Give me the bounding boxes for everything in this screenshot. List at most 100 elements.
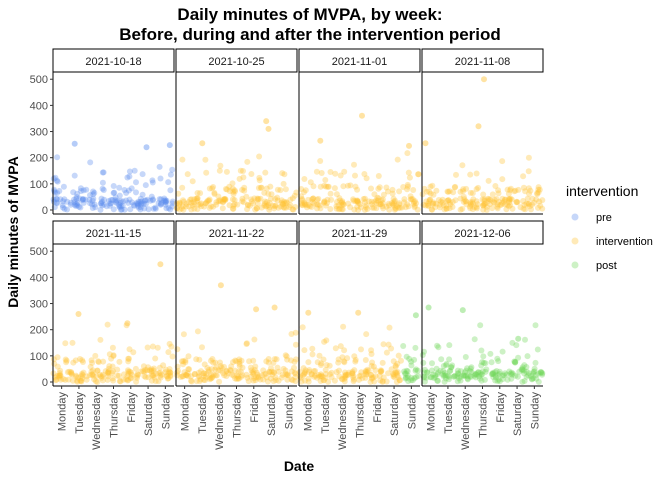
data-point — [400, 343, 407, 349]
data-point — [426, 198, 433, 205]
data-point — [511, 358, 518, 365]
data-point — [124, 373, 131, 379]
data-point — [442, 375, 449, 382]
data-point — [183, 372, 190, 379]
x-tick-label: Tuesday — [74, 392, 86, 434]
data-point — [240, 174, 247, 181]
data-point — [390, 371, 397, 378]
data-point — [352, 172, 358, 179]
data-point — [56, 374, 63, 381]
data-point — [373, 197, 380, 204]
data-point — [487, 196, 494, 203]
data-point — [239, 364, 246, 371]
data-point — [293, 189, 300, 196]
data-point — [130, 202, 137, 208]
data-point — [173, 200, 180, 207]
data-point — [320, 377, 327, 384]
data-point — [110, 353, 117, 359]
data-point — [281, 171, 288, 178]
data-point — [310, 183, 317, 190]
y-axis-label: Daily minutes of MVPA — [5, 156, 21, 307]
data-point — [443, 202, 450, 209]
data-point — [475, 184, 482, 191]
legend-key-intervention — [571, 237, 579, 245]
data-point — [257, 195, 264, 202]
data-point — [462, 354, 469, 360]
data-point — [167, 206, 174, 213]
data-point — [386, 202, 392, 209]
data-point — [150, 372, 157, 379]
data-point — [351, 353, 358, 360]
chart-title: Daily minutes of MVPA, by week: — [177, 5, 442, 24]
data-point — [404, 374, 411, 381]
data-point — [92, 204, 99, 211]
data-point — [100, 169, 107, 176]
data-point — [396, 188, 403, 195]
data-point — [205, 366, 212, 373]
data-point — [230, 191, 237, 198]
data-point — [539, 370, 546, 377]
data-point — [176, 201, 183, 208]
data-point — [134, 371, 141, 378]
data-point — [371, 204, 377, 211]
data-point — [126, 173, 133, 180]
data-point — [106, 202, 113, 209]
y-tick-label: 200 — [30, 153, 48, 165]
data-point — [495, 358, 502, 365]
data-point — [388, 345, 395, 352]
data-point — [100, 358, 107, 365]
data-point — [57, 372, 64, 379]
data-point — [508, 196, 515, 203]
data-point — [252, 363, 259, 370]
data-point — [351, 367, 358, 374]
data-point — [161, 195, 168, 202]
data-point — [422, 140, 429, 147]
data-point — [169, 353, 176, 360]
data-point — [314, 196, 321, 203]
data-point — [105, 370, 112, 377]
data-point — [413, 366, 419, 373]
data-point — [257, 184, 264, 191]
data-point — [243, 340, 250, 347]
data-point — [180, 361, 186, 368]
data-point — [444, 197, 451, 204]
data-point — [213, 372, 220, 379]
data-point — [301, 199, 308, 206]
data-point — [332, 170, 339, 177]
data-point — [314, 201, 321, 208]
data-point — [196, 373, 203, 380]
data-point — [142, 182, 149, 189]
data-point — [50, 196, 57, 203]
data-point — [54, 354, 61, 361]
data-point — [266, 200, 273, 206]
data-point — [355, 199, 362, 206]
data-point — [298, 200, 305, 207]
data-point — [112, 197, 119, 204]
data-point — [166, 142, 173, 149]
data-point — [104, 376, 111, 383]
data-point — [70, 189, 77, 196]
data-point — [152, 378, 159, 385]
data-point — [411, 202, 418, 209]
data-point — [73, 372, 80, 379]
data-point — [391, 206, 398, 213]
data-point — [507, 202, 514, 209]
data-point — [229, 185, 236, 192]
data-point — [405, 203, 412, 210]
data-point — [495, 190, 502, 197]
data-point — [157, 201, 164, 208]
data-point — [341, 359, 348, 366]
data-point — [116, 203, 123, 210]
data-point — [354, 197, 361, 204]
data-point — [316, 202, 323, 209]
data-point — [57, 376, 64, 383]
data-point — [104, 373, 111, 380]
data-point — [151, 365, 158, 372]
data-point — [188, 199, 195, 206]
data-point — [215, 198, 222, 205]
data-point — [455, 370, 462, 377]
data-point — [62, 376, 69, 383]
data-point — [476, 375, 483, 382]
data-point — [514, 199, 521, 206]
data-point — [252, 206, 259, 213]
